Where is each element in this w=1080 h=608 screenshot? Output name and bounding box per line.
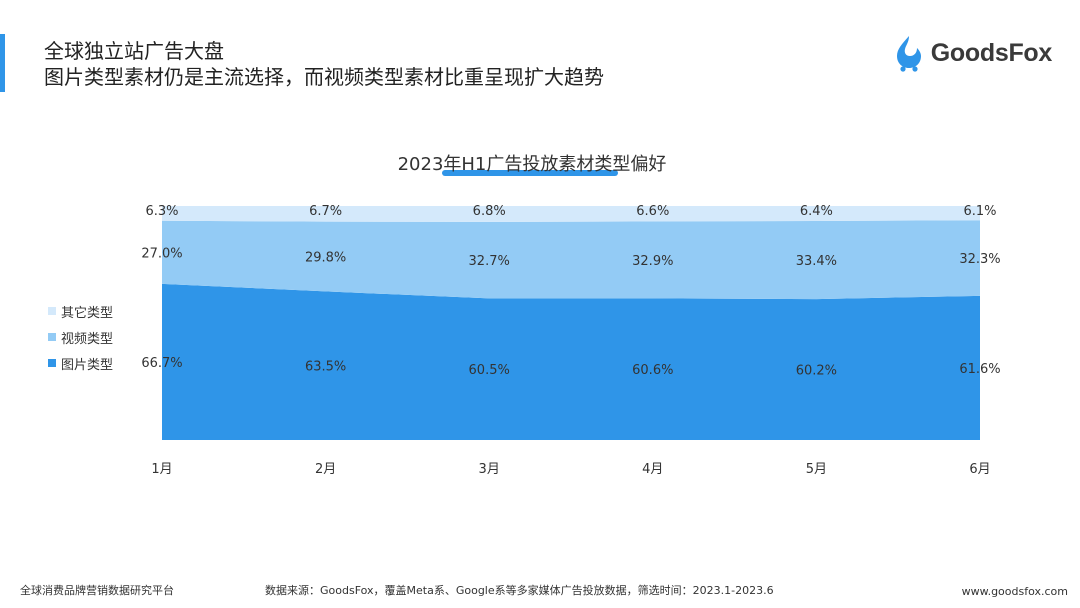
legend-swatch-video — [48, 333, 56, 341]
title-accent-bar — [0, 34, 5, 92]
data-label-other-6: 6.1% — [963, 204, 996, 219]
legend-swatch-image — [48, 359, 56, 367]
data-label-other-5: 6.4% — [800, 204, 833, 219]
data-label-image-4: 60.6% — [632, 363, 673, 378]
data-label-video-3: 32.7% — [469, 254, 510, 269]
page-title: 全球独立站广告大盘 图片类型素材仍是主流选择，而视频类型素材比重呈现扩大趋势 — [44, 38, 604, 90]
legend-label-image: 图片类型 — [61, 357, 114, 373]
goodsfox-logo-icon — [896, 36, 921, 72]
data-label-other-1: 6.3% — [145, 204, 178, 219]
goodsfox-logo: GoodsFox — [893, 34, 1052, 72]
x-tick-label-3: 3月 — [479, 462, 500, 477]
footer-data-source: 数据来源：GoodsFox，覆盖Meta系、Google系等多家媒体广告投放数据… — [265, 584, 774, 597]
data-label-video-2: 29.8% — [305, 251, 346, 266]
x-tick-label-6: 6月 — [969, 462, 990, 477]
data-label-other-3: 6.8% — [473, 204, 506, 219]
logo-text: GoodsFox — [930, 38, 1053, 67]
data-label-video-4: 32.9% — [632, 254, 673, 269]
page-title-line2: 图片类型素材仍是主流选择，而视频类型素材比重呈现扩大趋势 — [44, 65, 604, 89]
legend-item-image: 图片类型 — [48, 350, 113, 376]
data-label-image-1: 66.7% — [141, 356, 182, 371]
x-tick-label-2: 2月 — [315, 462, 336, 477]
data-label-image-6: 61.6% — [959, 362, 1000, 377]
chart-title: 2023年H1广告投放素材类型偏好 — [397, 154, 667, 175]
footer-url[interactable]: www.goodsfox.com — [961, 585, 1068, 598]
area-series-image — [162, 283, 980, 440]
data-label-image-3: 60.5% — [469, 363, 510, 378]
data-label-image-2: 63.5% — [305, 360, 346, 375]
x-tick-label-5: 5月 — [806, 462, 827, 477]
legend-item-other: 其它类型 — [48, 298, 113, 324]
legend-label-video: 视频类型 — [61, 331, 114, 347]
area-series-video — [162, 220, 980, 300]
data-label-other-2: 6.7% — [309, 204, 342, 219]
chart-title-underline — [442, 170, 618, 176]
data-label-other-4: 6.6% — [636, 204, 669, 219]
data-label-video-1: 27.0% — [141, 246, 182, 261]
data-label-image-5: 60.2% — [796, 364, 837, 379]
x-tick-label-1: 1月 — [151, 462, 172, 477]
chart-legend: 其它类型 视频类型 图片类型 — [48, 298, 113, 376]
page-title-line1: 全球独立站广告大盘 — [44, 39, 224, 63]
legend-label-other: 其它类型 — [61, 305, 114, 321]
legend-item-video: 视频类型 — [48, 324, 113, 350]
data-label-video-6: 32.3% — [959, 252, 1000, 267]
data-label-video-5: 33.4% — [796, 254, 837, 269]
x-tick-label-4: 4月 — [642, 462, 663, 477]
legend-swatch-other — [48, 307, 56, 315]
area-series-other — [162, 206, 980, 222]
footer-platform: 全球消费品牌营销数据研究平台 — [20, 584, 174, 597]
